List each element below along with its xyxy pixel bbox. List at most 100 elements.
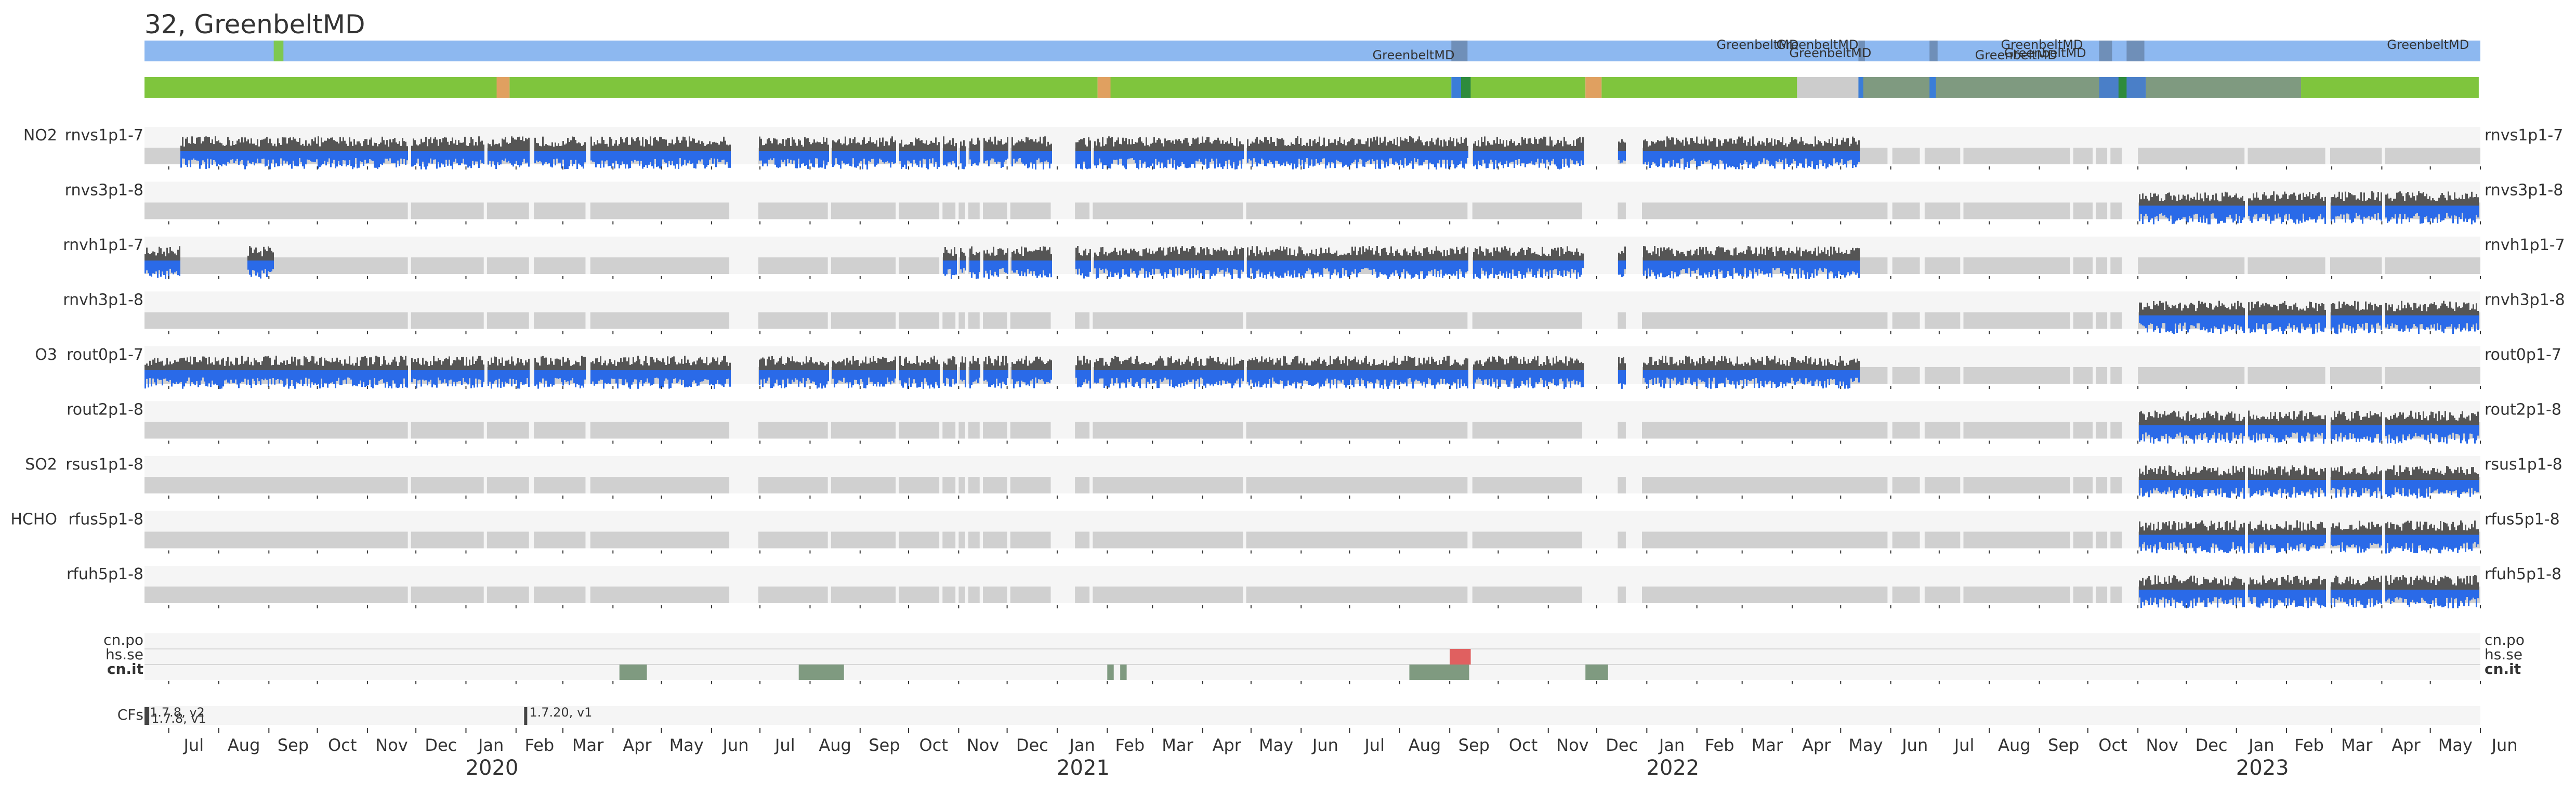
measurement-bar-lower (470, 370, 472, 388)
measurement-bar-lower (1328, 151, 1330, 163)
measurement-bar-lower (1755, 261, 1757, 272)
measurement-bar-lower (474, 370, 475, 388)
measurement-bar-upper (651, 357, 653, 370)
measurement-bar-upper (679, 363, 681, 370)
measurement-bar-upper (512, 137, 514, 151)
measurement-bar-lower (1005, 151, 1007, 160)
location-marker (1451, 41, 1468, 61)
measurement-bar-upper (1673, 137, 1674, 151)
measurement-bar-upper (1732, 255, 1733, 261)
measurement-bar-lower (297, 151, 299, 166)
measurement-bar-upper (1333, 142, 1334, 151)
measurement-bar-lower (1328, 261, 1330, 272)
measurement-bar-upper (2200, 193, 2201, 206)
measurement-bar-lower (1665, 151, 1666, 164)
measurement-bar-lower (1040, 151, 1041, 163)
measurement-bar-lower (369, 370, 371, 380)
measurement-bar-upper (1292, 144, 1294, 151)
measurement-bar-upper (852, 139, 854, 151)
measurement-bar-lower (1153, 261, 1155, 275)
measurement-bar-lower (1670, 261, 1671, 278)
measurement-bar-lower (1100, 261, 1102, 270)
measurement-bar-upper (304, 146, 305, 151)
measurement-bar-lower (1776, 151, 1777, 162)
measurement-bar-upper (1330, 143, 1331, 151)
measurement-bar-upper (1620, 142, 1621, 151)
measurement-bar-upper (453, 143, 455, 151)
measurement-bar-upper (1323, 137, 1325, 151)
measurement-bar-upper (1135, 251, 1136, 261)
measurement-bar-upper (1163, 248, 1164, 261)
measurement-bar-lower (2413, 315, 2415, 324)
measurement-bar-upper (2153, 193, 2154, 206)
measurement-bar-lower (1156, 151, 1158, 165)
measurement-bar-lower (193, 370, 194, 384)
measurement-bar-lower (268, 151, 269, 160)
measurement-bar-upper (860, 145, 862, 151)
measurement-bar-upper (2226, 308, 2228, 316)
measurement-bar-upper (1334, 252, 1336, 261)
measurement-bar-lower (194, 151, 196, 160)
measurement-bar-lower (1292, 151, 1294, 170)
measurement-bar-upper (723, 356, 725, 370)
measurement-bar-upper (467, 366, 469, 370)
measurement-bar-lower (1718, 261, 1719, 269)
measurement-bar-lower (527, 151, 528, 163)
measurement-bar-lower (1649, 261, 1651, 277)
measurement-bar-lower (2232, 205, 2234, 223)
measurement-bar-lower (623, 151, 625, 164)
measurement-bar-lower (400, 370, 402, 385)
measurement-bar-lower (1166, 261, 1167, 278)
measurement-bar-upper (475, 361, 477, 370)
measurement-bar-lower (2282, 315, 2284, 334)
measurement-bar-lower (1668, 151, 1670, 161)
availability-bar (2330, 367, 2382, 384)
measurement-bar-upper (583, 145, 584, 151)
measurement-bar-upper (1512, 143, 1514, 151)
measurement-bar-upper (2271, 194, 2273, 206)
measurement-bar-lower (2354, 315, 2356, 333)
measurement-bar-lower (838, 370, 840, 381)
measurement-bar-lower (1018, 151, 1019, 159)
measurement-bar-upper (865, 144, 866, 151)
measurement-bar-lower (2427, 205, 2429, 223)
measurement-bar-lower (692, 370, 693, 382)
measurement-bar-lower (275, 151, 277, 163)
measurement-bar-upper (1835, 250, 1836, 261)
measurement-bar-upper (1083, 250, 1085, 261)
measurement-bar-lower (863, 151, 865, 159)
measurement-bar-lower (1099, 151, 1100, 159)
measurement-bar-upper (491, 146, 492, 151)
measurement-bar-upper (2357, 198, 2359, 206)
measurement-bar-upper (1790, 253, 1791, 261)
measurement-bar-lower (1412, 151, 1414, 169)
measurement-bar-upper (1559, 143, 1560, 151)
measurement-bar-upper (704, 146, 706, 151)
measurement-bar-upper (715, 361, 717, 370)
measurement-bar-lower (1437, 151, 1439, 163)
measurement-bar-upper (2161, 198, 2162, 206)
measurement-bar-upper (1524, 138, 1526, 151)
measurement-bar-upper (1540, 255, 1542, 261)
measurement-bar-lower (1685, 261, 1687, 274)
measurement-bar-lower (542, 370, 544, 379)
measurement-bar-upper (1108, 253, 1110, 261)
measurement-bar-upper (1356, 255, 1358, 261)
measurement-bar-upper (196, 137, 198, 151)
measurement-bar-lower (2273, 315, 2275, 330)
measurement-bar-upper (1238, 146, 1239, 151)
measurement-bar-upper (2432, 304, 2434, 316)
measurement-bar-upper (297, 141, 299, 151)
measurement-bar-lower (1461, 151, 1462, 161)
measurement-bar-upper (1350, 139, 1351, 151)
measurement-bar-lower (218, 151, 219, 164)
measurement-bar-upper (1523, 250, 1524, 261)
measurement-bar-upper (1220, 144, 1222, 151)
measurement-bar-upper (2162, 302, 2164, 316)
measurement-bar-upper (700, 144, 701, 151)
measurement-bar-upper (1119, 250, 1121, 261)
measurement-bar-lower (1378, 151, 1379, 169)
measurement-bar-lower (472, 370, 474, 386)
measurement-bar-upper (2463, 302, 2465, 316)
measurement-bar-lower (461, 151, 463, 163)
